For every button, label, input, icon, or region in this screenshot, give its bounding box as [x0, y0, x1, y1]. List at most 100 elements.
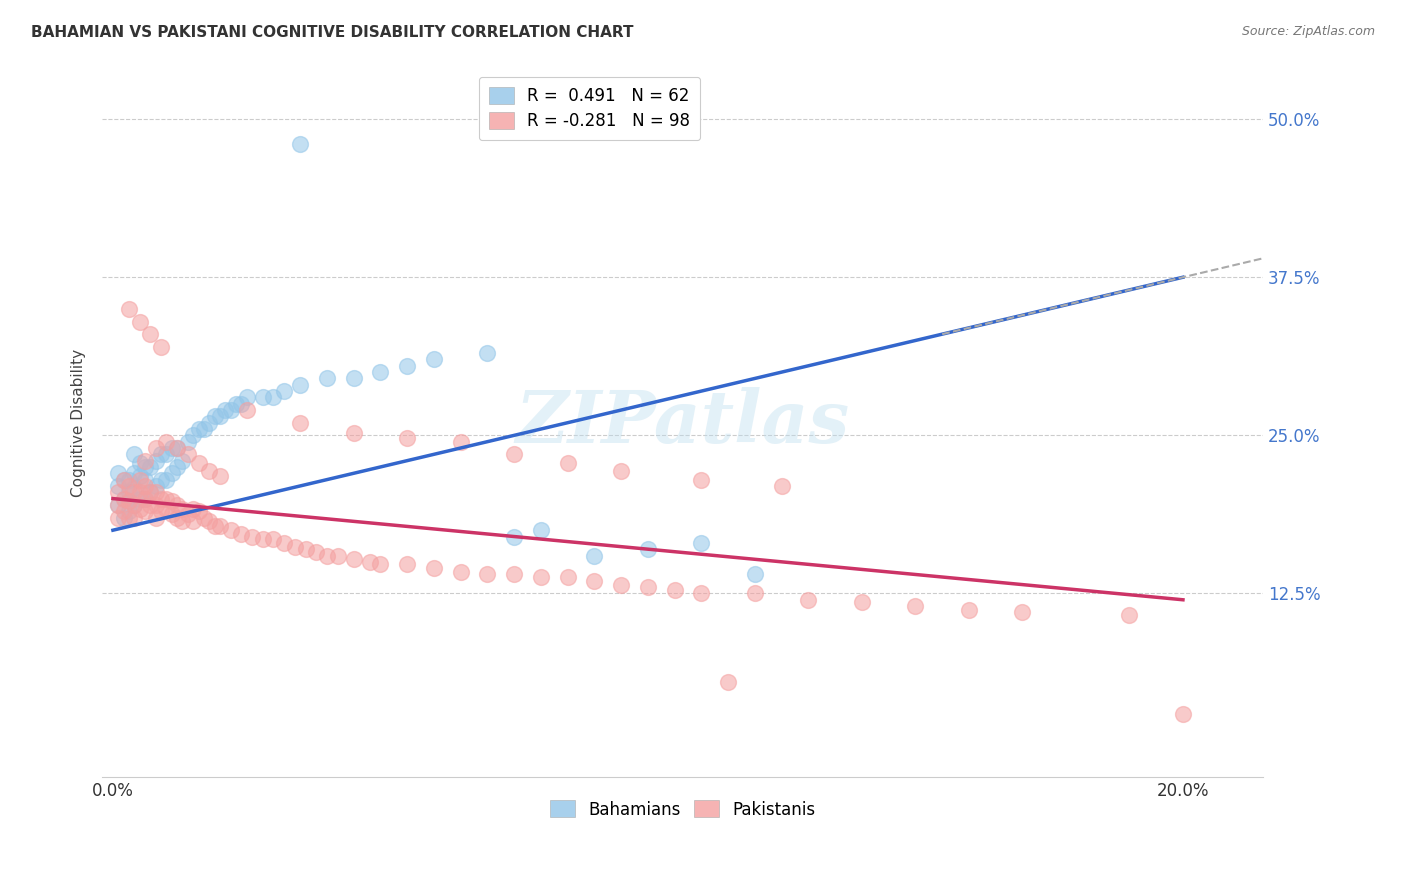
Point: [225, 397, 247, 411]
Point: [145, 479, 167, 493]
Point: [370, 558, 392, 572]
Point: [477, 567, 499, 582]
Point: [118, 485, 141, 500]
Point: [610, 577, 633, 591]
Point: [128, 456, 150, 470]
Point: [503, 567, 526, 582]
Point: [637, 542, 659, 557]
Point: [166, 441, 188, 455]
Point: [124, 485, 146, 500]
Point: [583, 549, 606, 563]
Point: [177, 447, 200, 461]
Point: [396, 431, 419, 445]
Point: [128, 314, 150, 328]
Point: [150, 473, 173, 487]
Point: [305, 545, 328, 559]
Point: [118, 479, 141, 493]
Point: [557, 456, 579, 470]
Point: [396, 359, 419, 373]
Point: [343, 371, 366, 385]
Point: [288, 377, 311, 392]
Point: [744, 586, 766, 600]
Point: [187, 422, 209, 436]
Point: [139, 485, 162, 500]
Point: [166, 460, 188, 475]
Point: [284, 540, 307, 554]
Point: [583, 574, 606, 588]
Text: BAHAMIAN VS PAKISTANI COGNITIVE DISABILITY CORRELATION CHART: BAHAMIAN VS PAKISTANI COGNITIVE DISABILI…: [31, 25, 634, 40]
Point: [112, 491, 135, 506]
Point: [134, 479, 156, 493]
Point: [134, 491, 156, 506]
Point: [503, 447, 526, 461]
Point: [181, 501, 204, 516]
Point: [690, 473, 713, 487]
Point: [124, 510, 146, 524]
Point: [128, 501, 150, 516]
Point: [770, 479, 793, 493]
Point: [160, 467, 183, 481]
Point: [477, 346, 499, 360]
Point: [172, 501, 194, 516]
Point: [214, 403, 236, 417]
Point: [717, 675, 740, 690]
Point: [145, 485, 167, 500]
Point: [904, 599, 927, 613]
Point: [134, 504, 156, 518]
Point: [107, 485, 129, 500]
Point: [139, 498, 162, 512]
Point: [139, 485, 162, 500]
Point: [273, 536, 295, 550]
Point: [107, 479, 129, 493]
Point: [252, 532, 274, 546]
Point: [252, 391, 274, 405]
Point: [172, 453, 194, 467]
Point: [155, 434, 177, 449]
Point: [198, 514, 221, 528]
Point: [166, 510, 188, 524]
Point: [166, 498, 188, 512]
Point: [160, 441, 183, 455]
Point: [450, 434, 472, 449]
Point: [744, 567, 766, 582]
Point: [610, 464, 633, 478]
Point: [530, 570, 553, 584]
Point: [112, 473, 135, 487]
Text: ZIPatlas: ZIPatlas: [516, 387, 849, 458]
Point: [181, 514, 204, 528]
Point: [145, 510, 167, 524]
Point: [160, 494, 183, 508]
Point: [664, 582, 686, 597]
Legend: Bahamians, Pakistanis: Bahamians, Pakistanis: [543, 794, 823, 825]
Point: [155, 447, 177, 461]
Point: [235, 391, 257, 405]
Point: [118, 504, 141, 518]
Point: [160, 507, 183, 521]
Point: [690, 536, 713, 550]
Point: [204, 409, 226, 424]
Point: [219, 523, 242, 537]
Point: [288, 137, 311, 152]
Point: [316, 371, 339, 385]
Point: [134, 473, 156, 487]
Point: [128, 468, 150, 483]
Point: [235, 403, 257, 417]
Point: [370, 365, 392, 379]
Point: [316, 549, 339, 563]
Point: [124, 447, 146, 461]
Point: [118, 473, 141, 487]
Point: [177, 434, 200, 449]
Point: [204, 519, 226, 533]
Point: [155, 491, 177, 506]
Point: [797, 592, 820, 607]
Point: [231, 397, 253, 411]
Point: [193, 422, 215, 436]
Point: [128, 473, 150, 487]
Point: [530, 523, 553, 537]
Y-axis label: Cognitive Disability: Cognitive Disability: [72, 349, 86, 497]
Point: [198, 416, 221, 430]
Point: [177, 507, 200, 521]
Point: [107, 510, 129, 524]
Point: [240, 529, 263, 543]
Point: [208, 468, 231, 483]
